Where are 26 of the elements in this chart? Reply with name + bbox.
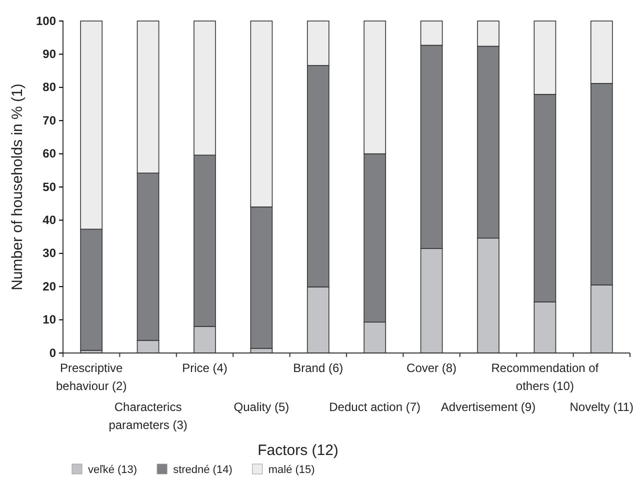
y-tick-label: 90 [42, 47, 56, 62]
x-tick-label: Price (4) [182, 361, 228, 375]
legend-label: veľké (13) [88, 464, 138, 476]
x-tick-label: Recommendation of others (10) [491, 361, 600, 393]
y-tick-label: 40 [42, 213, 56, 228]
legend-label: malé (15) [268, 464, 315, 476]
x-tick-label: Cover (8) [406, 361, 457, 375]
y-tick-label: 20 [42, 279, 56, 294]
y-tick-label: 100 [36, 14, 56, 28]
y-tick-label: 0 [49, 346, 56, 360]
y-tick-label: 30 [42, 246, 56, 260]
y-tick-label: 50 [42, 180, 56, 194]
y-tick-label: 80 [42, 80, 56, 94]
x-tick-label: Deduct action (7) [329, 400, 421, 414]
y-tick-label: 10 [42, 312, 56, 327]
x-tick-label: Prescriptive behaviour (2) [56, 361, 127, 393]
x-tick-label: Quality (5) [234, 400, 290, 414]
x-tick-label: Characterics parameters (3) [108, 400, 188, 432]
x-tick-label: Advertisement (9) [440, 400, 536, 414]
y-tick-label: 70 [42, 113, 56, 128]
x-tick-label: Brand (6) [293, 361, 344, 375]
y-tick-label: 60 [42, 146, 56, 161]
x-tick-label: Novelty (11) [570, 400, 634, 414]
y-axis-title: Number of households in % (1) [9, 84, 26, 290]
x-axis-title: Factors (12) [258, 442, 338, 459]
legend-label: stredné (14) [173, 464, 232, 476]
